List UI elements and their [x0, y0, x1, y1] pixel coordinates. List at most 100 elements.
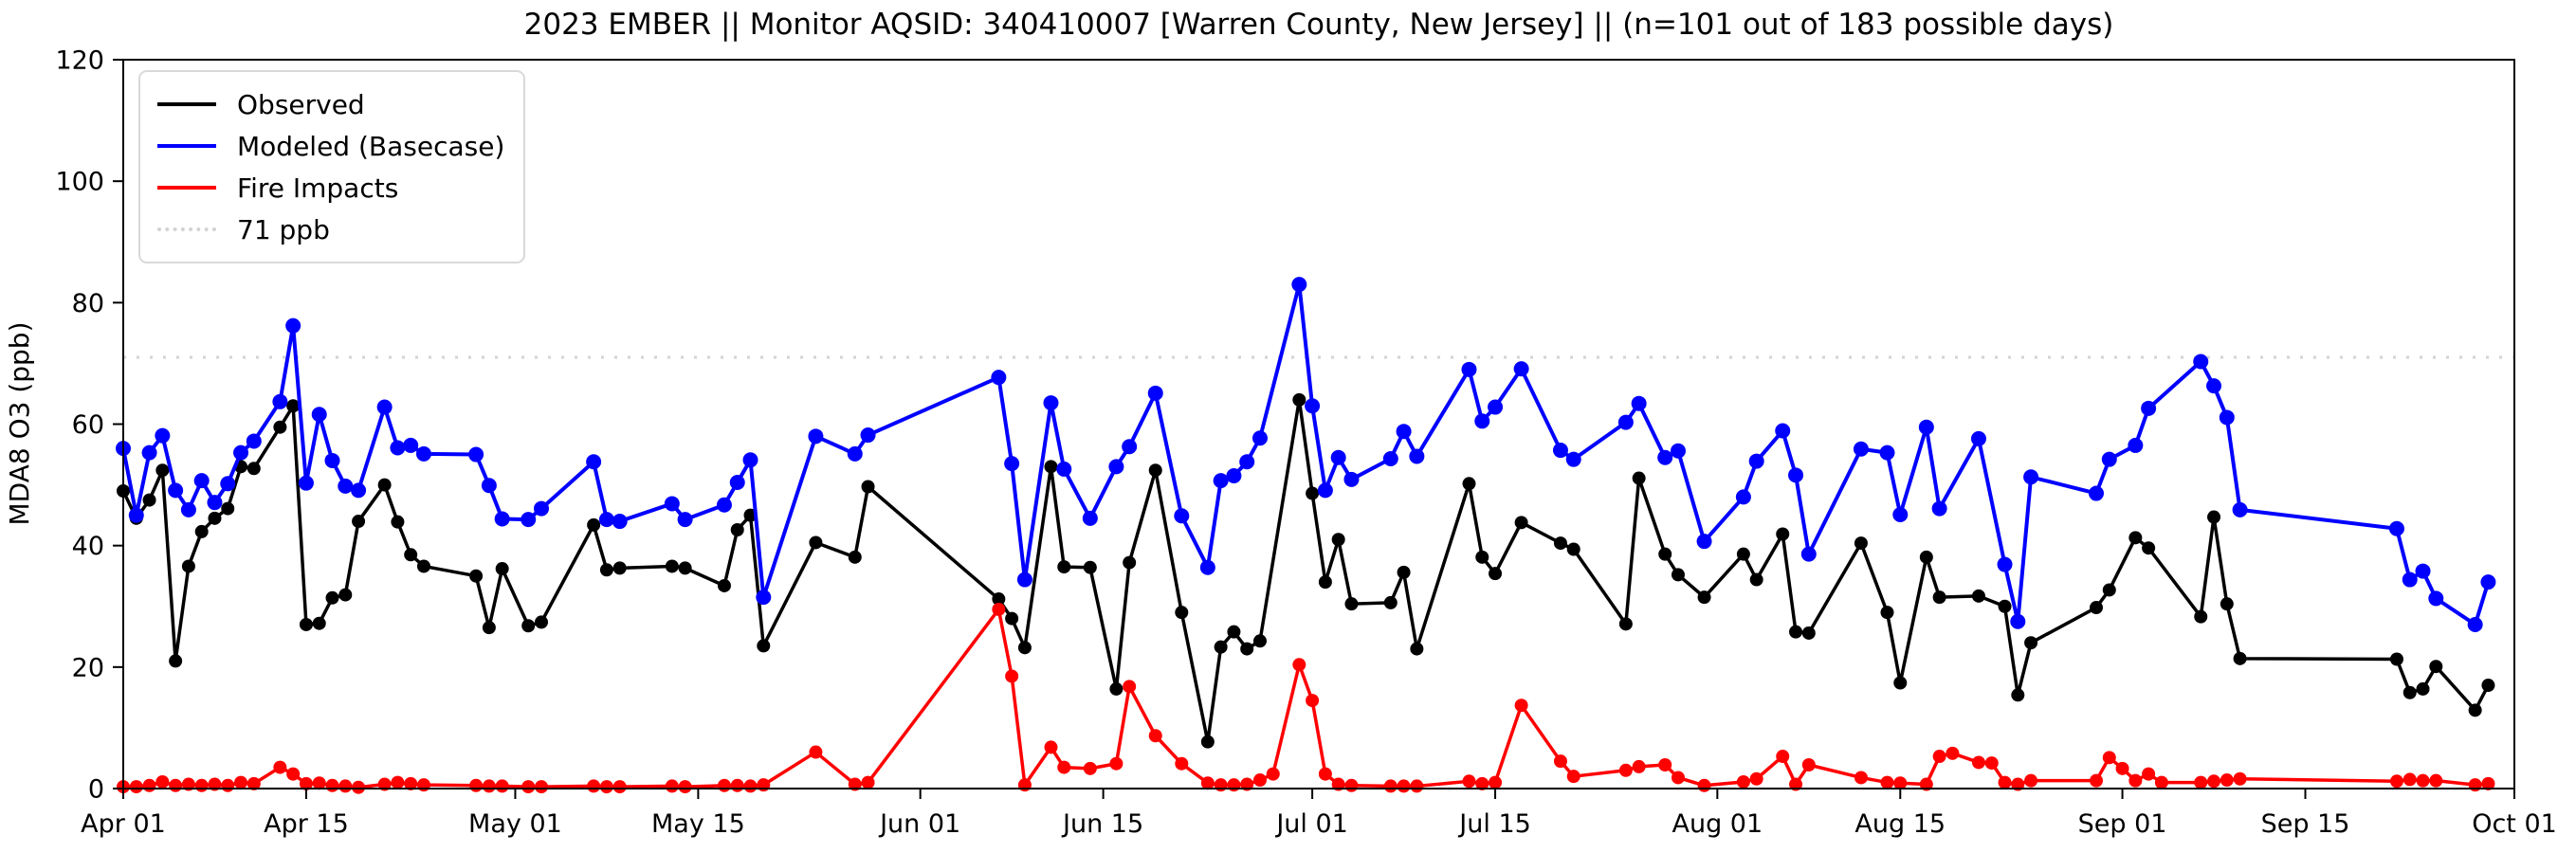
data-point	[142, 493, 156, 507]
data-point	[273, 760, 287, 774]
data-point	[1305, 398, 1321, 414]
data-point	[848, 550, 862, 564]
y-tick-label: 20	[72, 653, 104, 682]
data-point	[338, 588, 353, 602]
data-point	[1147, 385, 1163, 401]
legend-item-fire: Fire Impacts	[157, 167, 504, 209]
data-point	[233, 445, 249, 461]
data-point	[1984, 756, 1999, 771]
y-tick-label: 60	[72, 410, 104, 440]
data-point	[2402, 685, 2417, 699]
data-point	[612, 561, 627, 575]
data-point	[1251, 430, 1268, 446]
data-point	[338, 779, 353, 793]
data-point	[494, 511, 510, 527]
data-point	[2220, 773, 2234, 788]
data-point	[2193, 354, 2209, 370]
data-point	[1214, 640, 1228, 654]
data-point	[1475, 776, 1489, 790]
x-tick-label: Oct 01	[2472, 809, 2557, 839]
data-point	[2141, 400, 2157, 416]
data-point	[1292, 658, 1306, 672]
data-point	[129, 780, 143, 794]
data-point	[1330, 449, 1346, 465]
x-tick-label: Sep 01	[2078, 809, 2167, 839]
y-tick-label: 80	[72, 289, 104, 318]
legend-label: Observed	[237, 88, 365, 120]
data-point	[1382, 451, 1398, 467]
data-point	[1410, 642, 1424, 656]
data-point	[1318, 575, 1332, 590]
y-axis: 0 20 40 60 80 100 120	[55, 45, 123, 804]
data-point	[1775, 423, 1791, 439]
data-point	[599, 780, 613, 794]
data-point	[2467, 616, 2483, 632]
data-point	[1632, 759, 1646, 773]
data-point	[1566, 770, 1580, 784]
data-point	[404, 548, 418, 562]
data-point	[729, 475, 745, 491]
data-point	[2089, 773, 2103, 788]
data-point	[1971, 589, 1985, 603]
data-point	[2428, 590, 2444, 607]
legend-label: Fire Impacts	[237, 172, 399, 204]
data-point	[1932, 590, 1946, 605]
data-point	[416, 778, 430, 792]
data-point	[809, 535, 823, 550]
data-point	[1082, 510, 1098, 526]
data-point	[128, 507, 144, 523]
data-point	[169, 654, 183, 668]
data-point	[1789, 625, 1803, 639]
x-tick-label: Apr 15	[264, 809, 349, 839]
data-point	[1566, 542, 1580, 556]
data-point	[2481, 776, 2495, 790]
data-point	[1776, 527, 1790, 541]
data-point	[1005, 611, 1019, 626]
data-point	[535, 615, 549, 629]
data-point	[1553, 536, 1567, 551]
data-point	[180, 501, 196, 517]
x-tick-label: Aug 01	[1672, 809, 1763, 839]
data-point	[1879, 445, 1895, 461]
data-point	[1148, 729, 1162, 743]
data-point	[2416, 681, 2430, 696]
data-point	[311, 407, 327, 423]
data-point	[677, 512, 693, 528]
data-point	[756, 590, 772, 606]
x-tick-label: Sep 15	[2261, 809, 2350, 839]
data-point	[391, 515, 405, 529]
x-tick-label: May 01	[468, 809, 562, 839]
y-axis-label: MDA8 O3 (ppb)	[4, 321, 35, 525]
data-point	[1998, 775, 2012, 789]
data-point	[1919, 550, 1933, 564]
data-point	[141, 445, 157, 461]
y-tick-label: 40	[72, 532, 104, 561]
data-point	[1044, 740, 1058, 754]
data-point	[1853, 441, 1869, 457]
chart-title: 2023 EMBER || Monitor AQSID: 340410007 […	[523, 8, 2114, 42]
data-point	[1788, 467, 1804, 483]
data-point	[352, 515, 366, 529]
data-point	[272, 393, 288, 409]
data-point	[1892, 506, 1909, 522]
data-point	[1736, 547, 1750, 561]
data-point	[1671, 771, 1685, 785]
data-point	[1292, 392, 1306, 407]
data-point	[1932, 750, 1946, 764]
data-point	[286, 767, 301, 781]
data-point	[1239, 454, 1255, 470]
data-point	[1736, 774, 1750, 789]
data-point	[2024, 636, 2038, 650]
data-point	[1735, 489, 1751, 505]
data-point	[155, 774, 170, 789]
y-tick-label: 120	[55, 45, 104, 75]
data-point	[1306, 486, 1320, 500]
data-point	[2142, 541, 2156, 555]
data-point	[168, 482, 184, 499]
data-point	[1344, 778, 1359, 792]
data-point	[742, 452, 758, 468]
data-point	[2206, 378, 2222, 394]
data-point	[2023, 469, 2039, 485]
data-point	[2142, 767, 2156, 781]
